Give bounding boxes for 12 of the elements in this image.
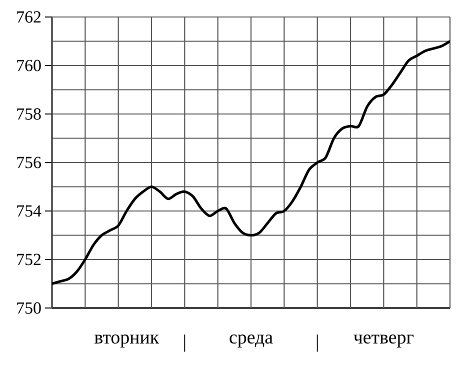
- x-tick-label: четверг: [354, 334, 414, 348]
- x-tick-label: |: [316, 334, 318, 352]
- x-tick-label: среда: [230, 334, 273, 348]
- y-tick-label: 750: [17, 302, 41, 314]
- y-tick-label: 762: [17, 11, 41, 23]
- y-tick-label: 752: [17, 254, 41, 266]
- x-tick-label: |: [184, 334, 186, 352]
- y-tick-label: 758: [17, 108, 41, 120]
- y-tick-label: 754: [17, 205, 42, 217]
- y-tick-label: 756: [17, 156, 41, 168]
- y-tick-label: 760: [17, 60, 41, 72]
- x-tick-label: вторник: [94, 334, 160, 348]
